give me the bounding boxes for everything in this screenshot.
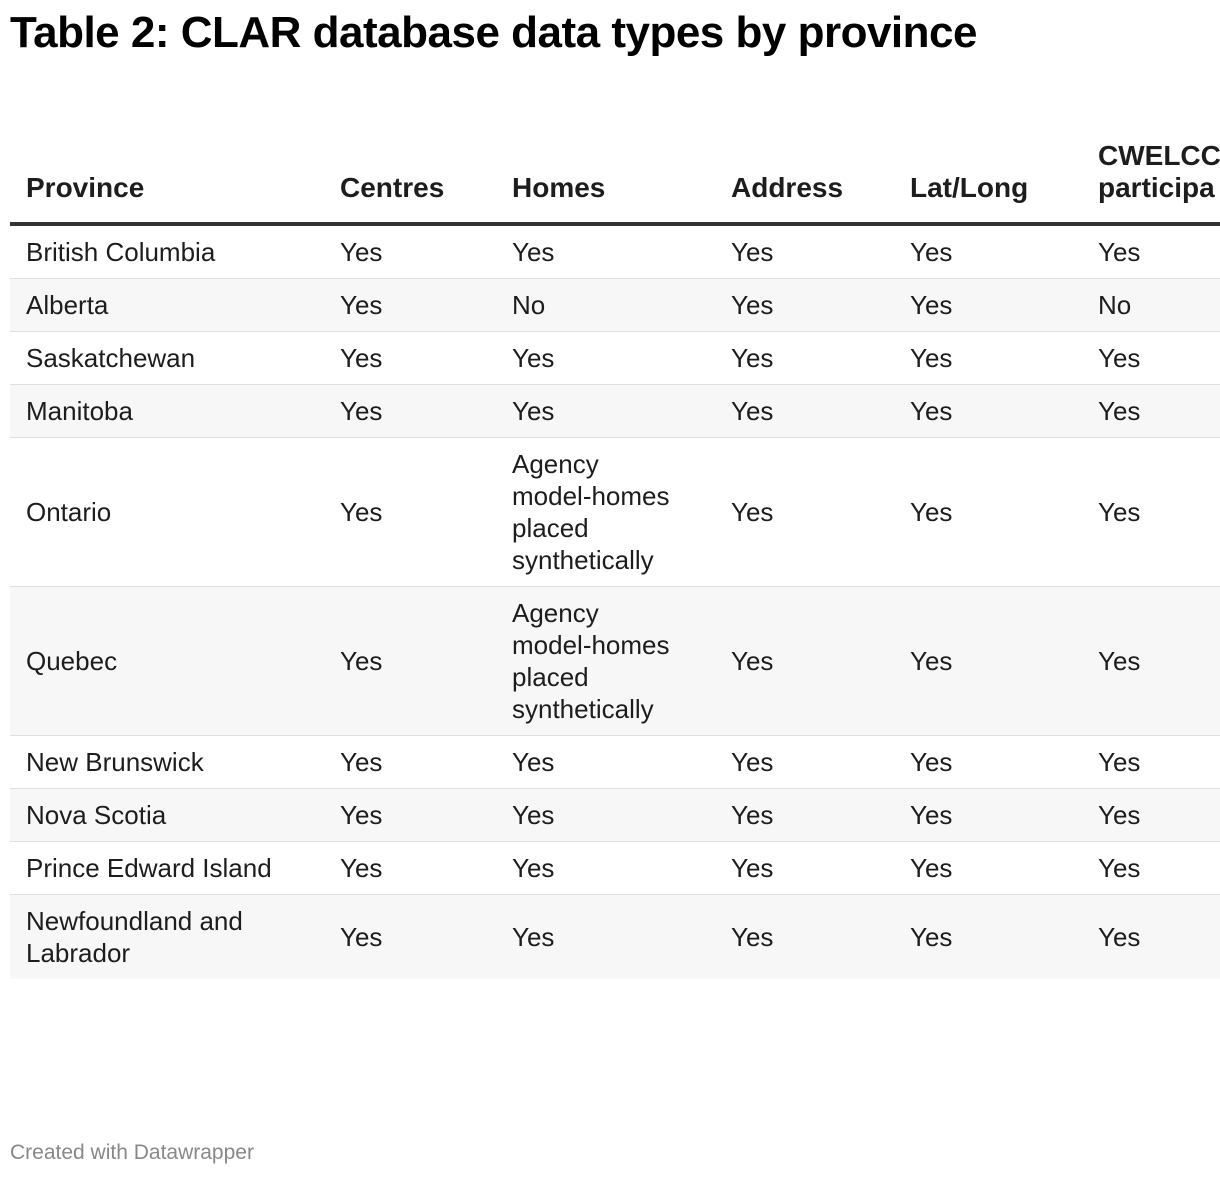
- table-cell: Yes: [324, 894, 496, 979]
- table-row: Newfoundland and Labrador Yes Yes Yes Yes Yes: [10, 894, 1220, 979]
- table-cell: Yes: [715, 278, 894, 332]
- table-cell: Yes: [894, 278, 1082, 332]
- table-cell: Yes: [715, 735, 894, 789]
- table-row: Saskatchewan Yes Yes Yes Yes Yes: [10, 331, 1220, 385]
- table-cell: Yes: [715, 894, 894, 979]
- table-cell: Yes: [496, 224, 715, 279]
- table-cell: Yes: [496, 894, 715, 979]
- table-cell: Agency model-homes placed synthetically: [496, 586, 715, 736]
- homes-note: Agency model-homes placed synthetically: [512, 598, 670, 724]
- column-header[interactable]: Lat/Long: [894, 140, 1082, 226]
- column-header[interactable]: Address: [715, 140, 894, 226]
- table-row: Quebec Yes Agency model-homes placed synth…: [10, 586, 1220, 736]
- data-table: Province Centres Homes Address Lat/Long CWELC…: [10, 140, 1220, 979]
- province-cell: Manitoba: [10, 384, 324, 438]
- column-header[interactable]: Homes: [496, 140, 715, 226]
- table-cell: Yes: [894, 788, 1082, 842]
- table-cell: Yes: [324, 788, 496, 842]
- table-cell: Yes: [894, 437, 1082, 587]
- province-cell: Ontario: [10, 437, 324, 587]
- column-header[interactable]: CWELCC participa: [1082, 140, 1220, 226]
- table-cell: Yes: [894, 735, 1082, 789]
- table-cell: Yes: [715, 841, 894, 895]
- table-cell: Yes: [715, 788, 894, 842]
- footer-credit: Created with Datawrapper: [10, 1141, 254, 1164]
- table-cell: Yes: [324, 586, 496, 736]
- table-cell: Yes: [1082, 894, 1220, 979]
- table-row: Ontario Yes Agency model-homes placed synt…: [10, 437, 1220, 587]
- province-cell: British Columbia: [10, 224, 324, 279]
- table-cell: Yes: [715, 224, 894, 279]
- table-cell: Yes: [894, 384, 1082, 438]
- table-cell: Yes: [894, 586, 1082, 736]
- table-cell: Yes: [1082, 224, 1220, 279]
- table-cell: Yes: [715, 437, 894, 587]
- province-cell: Nova Scotia: [10, 788, 324, 842]
- province-cell: Newfoundland and Labrador: [10, 894, 324, 979]
- table-cell: Yes: [894, 841, 1082, 895]
- table-row: Nova Scotia Yes Yes Yes Yes Yes: [10, 788, 1220, 842]
- header-row: Province Centres Homes Address Lat/Long CWELC…: [10, 140, 1220, 226]
- table-cell: No: [496, 278, 715, 332]
- table-cell: Yes: [496, 841, 715, 895]
- table-cell: Yes: [715, 384, 894, 438]
- table-header: Province Centres Homes Address Lat/Long CWELC…: [10, 140, 1220, 226]
- province-cell: Alberta: [10, 278, 324, 332]
- table-cell: Yes: [496, 788, 715, 842]
- table-cell: Yes: [324, 278, 496, 332]
- table-row: Prince Edward Island Yes Yes Yes Yes Yes: [10, 841, 1220, 895]
- table-container: Province Centres Homes Address Lat/Long CWELC…: [10, 140, 1220, 979]
- table-cell: Yes: [324, 331, 496, 385]
- table-cell: No: [1082, 278, 1220, 332]
- table-row: Manitoba Yes Yes Yes Yes Yes: [10, 384, 1220, 438]
- table-cell: Yes: [715, 331, 894, 385]
- province-cell: Quebec: [10, 586, 324, 736]
- table-cell: Yes: [324, 735, 496, 789]
- table-cell: Yes: [894, 224, 1082, 279]
- table-cell: Yes: [324, 384, 496, 438]
- table-cell: Yes: [894, 331, 1082, 385]
- table-cell: Yes: [496, 331, 715, 385]
- table-cell: Yes: [1082, 384, 1220, 438]
- table-cell: Yes: [324, 437, 496, 587]
- table-row: New Brunswick Yes Yes Yes Yes Yes: [10, 735, 1220, 789]
- page-title: Table 2: CLAR database data types by pro…: [10, 8, 977, 57]
- table-cell: Yes: [496, 384, 715, 438]
- table-row: British Columbia Yes Yes Yes Yes Yes: [10, 224, 1220, 279]
- table-cell: Yes: [1082, 586, 1220, 736]
- province-cell: Saskatchewan: [10, 331, 324, 385]
- table-cell: Yes: [1082, 437, 1220, 587]
- homes-note: Agency model-homes placed synthetically: [512, 449, 670, 575]
- table-cell: Yes: [1082, 735, 1220, 789]
- table-cell: Yes: [894, 894, 1082, 979]
- table-cell: Yes: [324, 224, 496, 279]
- table-cell: Yes: [496, 735, 715, 789]
- province-cell: Prince Edward Island: [10, 841, 324, 895]
- table-cell: Yes: [1082, 841, 1220, 895]
- table-cell: Agency model-homes placed synthetically: [496, 437, 715, 587]
- table-cell: Yes: [324, 841, 496, 895]
- table-cell: Yes: [1082, 788, 1220, 842]
- column-header[interactable]: Centres: [324, 140, 496, 226]
- province-cell: New Brunswick: [10, 735, 324, 789]
- table-cell: Yes: [715, 586, 894, 736]
- column-header[interactable]: Province: [10, 140, 324, 226]
- table-cell: Yes: [1082, 331, 1220, 385]
- table-body: British Columbia Yes Yes Yes Yes Yes Alberta Ye…: [10, 224, 1220, 979]
- table-row: Alberta Yes No Yes Yes No: [10, 278, 1220, 332]
